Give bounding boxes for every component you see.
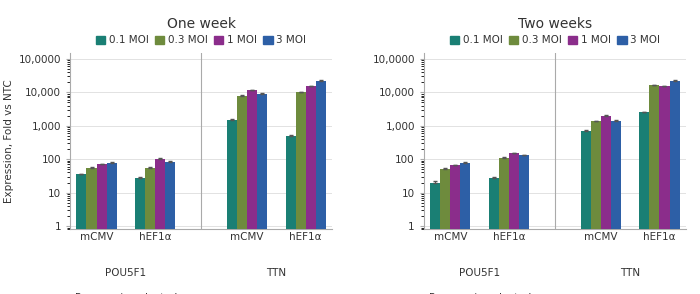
Bar (155, 159, 165, 294)
Bar (286, 136, 295, 294)
Bar (440, 169, 450, 294)
Bar (295, 92, 306, 294)
Title: One week: One week (167, 17, 236, 31)
Bar (97, 164, 106, 294)
Bar (430, 183, 440, 294)
Bar (659, 86, 669, 294)
Text: POU5F1: POU5F1 (459, 268, 500, 278)
Bar (610, 121, 621, 294)
Legend: 0.1 MOI, 0.3 MOI, 1 MOI, 3 MOI: 0.1 MOI, 0.3 MOI, 1 MOI, 3 MOI (449, 35, 660, 45)
Bar (257, 94, 267, 294)
Bar (591, 121, 601, 294)
Bar (580, 131, 591, 294)
Bar (165, 161, 176, 294)
Text: Puromycin selected: Puromycin selected (428, 293, 531, 294)
Title: Two weeks: Two weeks (518, 17, 592, 31)
Text: POU5F1: POU5F1 (106, 268, 146, 278)
Bar (640, 112, 650, 294)
Bar (135, 178, 146, 294)
Bar (316, 81, 326, 294)
Y-axis label: Expression, Fold vs NTC: Expression, Fold vs NTC (4, 79, 14, 203)
Bar (76, 174, 87, 294)
Bar (461, 163, 470, 294)
Text: TTN: TTN (266, 268, 286, 278)
Bar (669, 81, 680, 294)
Bar (499, 158, 510, 294)
Text: Puromycin selected: Puromycin selected (75, 293, 177, 294)
Bar (227, 120, 237, 294)
Bar (87, 168, 97, 294)
Bar (489, 178, 499, 294)
Bar (510, 153, 519, 294)
Bar (246, 90, 257, 294)
Bar (237, 96, 246, 294)
Legend: 0.1 MOI, 0.3 MOI, 1 MOI, 3 MOI: 0.1 MOI, 0.3 MOI, 1 MOI, 3 MOI (96, 35, 307, 45)
Bar (306, 86, 316, 294)
Bar (450, 166, 461, 294)
Bar (650, 86, 659, 294)
Bar (601, 116, 610, 294)
Bar (106, 163, 116, 294)
Bar (519, 155, 529, 294)
Bar (146, 168, 155, 294)
Text: TTN: TTN (620, 268, 640, 278)
